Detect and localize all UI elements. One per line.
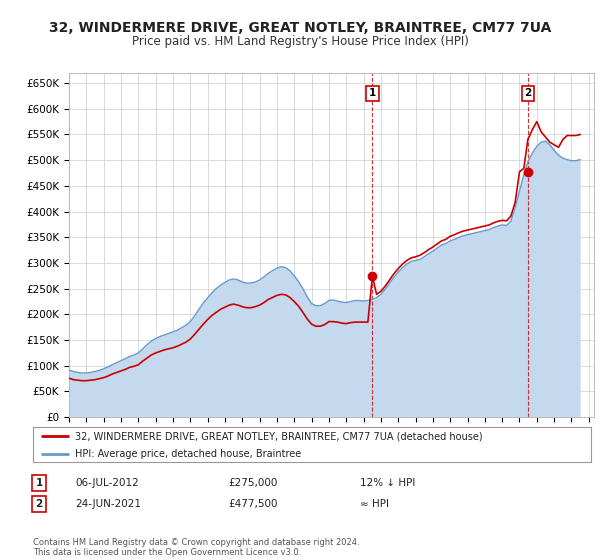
Text: 12% ↓ HPI: 12% ↓ HPI [360,478,415,488]
Text: Price paid vs. HM Land Registry's House Price Index (HPI): Price paid vs. HM Land Registry's House … [131,35,469,48]
Text: ≈ HPI: ≈ HPI [360,499,389,509]
Text: 2: 2 [524,88,532,99]
Text: HPI: Average price, detached house, Braintree: HPI: Average price, detached house, Brai… [75,449,301,459]
Text: Contains HM Land Registry data © Crown copyright and database right 2024.
This d: Contains HM Land Registry data © Crown c… [33,538,359,557]
Text: 1: 1 [369,88,376,99]
Text: 24-JUN-2021: 24-JUN-2021 [75,499,141,509]
Text: £275,000: £275,000 [228,478,277,488]
Text: 32, WINDERMERE DRIVE, GREAT NOTLEY, BRAINTREE, CM77 7UA: 32, WINDERMERE DRIVE, GREAT NOTLEY, BRAI… [49,21,551,35]
Text: £477,500: £477,500 [228,499,277,509]
Text: 2: 2 [35,499,43,509]
Text: 1: 1 [35,478,43,488]
Text: 32, WINDERMERE DRIVE, GREAT NOTLEY, BRAINTREE, CM77 7UA (detached house): 32, WINDERMERE DRIVE, GREAT NOTLEY, BRAI… [75,431,482,441]
Text: 06-JUL-2012: 06-JUL-2012 [75,478,139,488]
